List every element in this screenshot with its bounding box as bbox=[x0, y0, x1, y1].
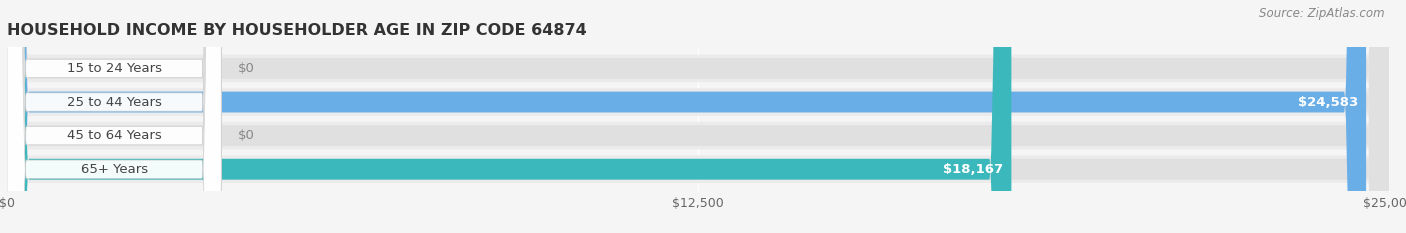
Text: $0: $0 bbox=[238, 62, 254, 75]
FancyBboxPatch shape bbox=[7, 0, 1389, 233]
FancyBboxPatch shape bbox=[7, 0, 1389, 233]
FancyBboxPatch shape bbox=[7, 0, 1011, 233]
Text: 15 to 24 Years: 15 to 24 Years bbox=[66, 62, 162, 75]
FancyBboxPatch shape bbox=[7, 0, 1389, 233]
Text: $24,583: $24,583 bbox=[1298, 96, 1358, 109]
Text: $0: $0 bbox=[238, 129, 254, 142]
Text: HOUSEHOLD INCOME BY HOUSEHOLDER AGE IN ZIP CODE 64874: HOUSEHOLD INCOME BY HOUSEHOLDER AGE IN Z… bbox=[7, 24, 586, 38]
Text: 65+ Years: 65+ Years bbox=[80, 163, 148, 176]
Text: 25 to 44 Years: 25 to 44 Years bbox=[66, 96, 162, 109]
Text: $18,167: $18,167 bbox=[943, 163, 1002, 176]
FancyBboxPatch shape bbox=[7, 0, 221, 233]
FancyBboxPatch shape bbox=[7, 0, 221, 233]
FancyBboxPatch shape bbox=[7, 0, 1389, 233]
Text: 45 to 64 Years: 45 to 64 Years bbox=[66, 129, 162, 142]
Text: Source: ZipAtlas.com: Source: ZipAtlas.com bbox=[1260, 7, 1385, 20]
FancyBboxPatch shape bbox=[7, 0, 221, 233]
FancyBboxPatch shape bbox=[7, 0, 1389, 233]
FancyBboxPatch shape bbox=[7, 0, 1367, 233]
FancyBboxPatch shape bbox=[7, 0, 221, 233]
FancyBboxPatch shape bbox=[7, 0, 1389, 233]
FancyBboxPatch shape bbox=[7, 0, 1389, 233]
FancyBboxPatch shape bbox=[7, 0, 1389, 233]
